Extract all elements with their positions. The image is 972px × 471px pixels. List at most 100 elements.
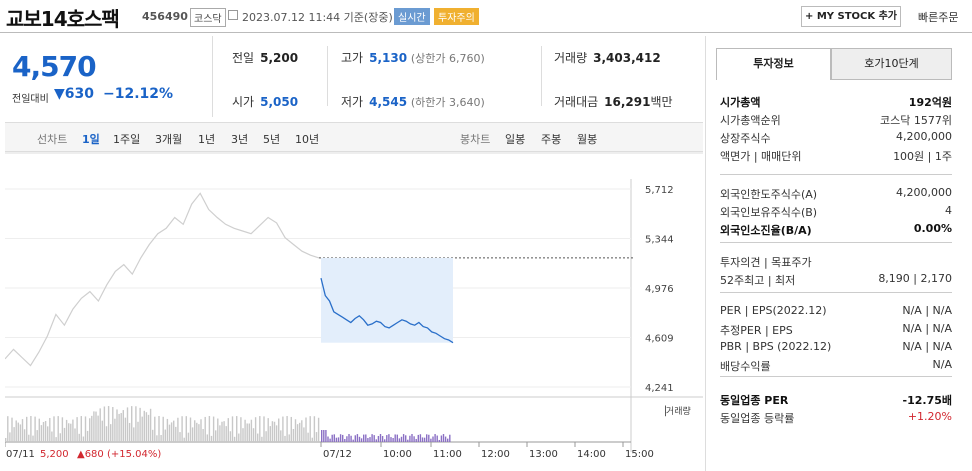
warning-badge: 투자주의 (434, 8, 479, 25)
info-row: 추정PER | EPS N/A | N/A (720, 322, 952, 338)
volume-bar (110, 424, 112, 442)
volume-bar (430, 438, 432, 442)
volume-bar (89, 418, 91, 442)
volume-bar (42, 421, 45, 442)
tab-order-book[interactable]: 호가10단계 (831, 48, 952, 80)
volume-bar (421, 437, 424, 442)
candle-daily[interactable]: 일봉 (505, 133, 526, 146)
period-1y[interactable]: 1년 (198, 133, 216, 146)
volume-bar (259, 416, 261, 442)
volume-bar (294, 419, 297, 442)
info-row: 투자의견 | 목표주가 (720, 254, 952, 270)
info-label: 액면가 | 매매단위 (720, 150, 802, 163)
volume-bar (392, 438, 394, 442)
volume-bar (95, 411, 97, 442)
volume-bar (229, 431, 232, 442)
volume-bar (128, 422, 131, 442)
volume-bar (275, 425, 278, 442)
volume-bar (428, 434, 430, 442)
volume-bar (30, 416, 32, 442)
open-price: 시가 5,050 (232, 95, 299, 109)
volume-bar (348, 434, 350, 442)
info-label: 동일업종 PER (720, 394, 789, 407)
volume-bar (290, 416, 292, 442)
volume-bar (405, 435, 407, 442)
volume-bar (434, 434, 436, 442)
volume-bar (227, 418, 229, 442)
volume-bar (86, 430, 89, 442)
volume-bar (388, 434, 390, 442)
volume-bar (231, 416, 234, 442)
volume-bar (145, 412, 148, 442)
period-3m[interactable]: 3개월 (155, 133, 183, 146)
volume-bar (242, 428, 244, 442)
volume-bar (122, 410, 124, 442)
volume-bar (11, 417, 13, 442)
volume-bar (57, 416, 59, 442)
section-divider (720, 242, 952, 243)
volume-bar (194, 420, 196, 442)
volume-bar (126, 407, 129, 442)
candle-weekly[interactable]: 주봉 (541, 133, 562, 146)
info-label: 배당수익률 (720, 360, 771, 373)
volume-bar (327, 436, 329, 442)
volume-bar (305, 417, 307, 442)
change-percent: −12.12% (103, 86, 174, 102)
volume-bar (189, 417, 192, 442)
period-3y[interactable]: 3년 (231, 133, 249, 146)
candle-monthly[interactable]: 월봉 (577, 133, 598, 146)
volume-bar (107, 406, 110, 442)
volume-bar (321, 430, 323, 442)
x-tick-label: 15:00 (625, 449, 654, 460)
change-amount: 630 (64, 86, 95, 102)
volume-bar (398, 438, 401, 442)
x-tick-label: 12:00 (481, 449, 510, 460)
info-label: 동일업종 등락률 (720, 412, 795, 425)
stock-header: 교보14호스팩 456490 코스닥 2023.07.12 11:44 기준(장… (0, 0, 972, 33)
period-5y[interactable]: 5년 (263, 133, 281, 146)
info-value: N/A | N/A (902, 304, 952, 317)
line-chart-label: 선차트 (37, 133, 68, 146)
period-1d[interactable]: 1일 (82, 133, 100, 146)
info-row: 상장주식수 4,200,000 (720, 130, 952, 146)
price-chart[interactable]: 5,712 5,344 4,976 4,609 4,241 ▕거래량 07/12 10:00 1… (5, 152, 703, 471)
volume-bar (212, 416, 215, 442)
volume-bar (286, 416, 288, 442)
volume-bar (449, 434, 451, 442)
volume-bar (112, 407, 114, 442)
volume-bar (72, 419, 74, 442)
volume-bar (352, 439, 354, 442)
volume-bar (263, 416, 265, 442)
volume-bar (360, 438, 363, 442)
volume-bar (168, 424, 171, 442)
volume-bar (371, 434, 373, 442)
stock-name: 교보14호스팩 (6, 7, 120, 31)
volume-bar (384, 439, 386, 442)
info-row: 배당수익률 N/A (720, 358, 952, 374)
change-label: 전일대비 (12, 94, 49, 105)
volume-bar (317, 417, 320, 442)
volume-bar (339, 434, 342, 442)
volume-bar (38, 418, 40, 442)
volume-bar (82, 436, 85, 442)
volume-bar (250, 419, 253, 442)
info-row: PER | EPS(2022.12) N/A | N/A (720, 304, 952, 320)
volume-bar (447, 438, 449, 442)
volume-bar (17, 422, 19, 442)
market-badge: 코스닥 (190, 8, 226, 27)
volume-bar (61, 417, 64, 442)
period-10y[interactable]: 10년 (295, 133, 320, 146)
volume-bar (261, 436, 263, 442)
tab-investment-info[interactable]: 투자정보 (716, 48, 831, 80)
price-summary: 4,570 전일대비 ▼630 −12.12% (5, 36, 213, 117)
quick-order-button[interactable]: 빠른주문 (918, 11, 959, 24)
volume-bar (223, 421, 225, 442)
period-1w[interactable]: 1주일 (113, 133, 141, 146)
add-my-stock-button[interactable]: + MY STOCK 추가 (801, 6, 901, 27)
info-value: 100원 | 1주 (893, 150, 952, 163)
info-value: -12.75배 (902, 394, 952, 407)
volume-bar (36, 430, 38, 442)
today-line (320, 277, 454, 344)
volume-bar (333, 434, 335, 442)
timestamp: 2023.07.12 11:44 기준(장중) (242, 11, 393, 24)
